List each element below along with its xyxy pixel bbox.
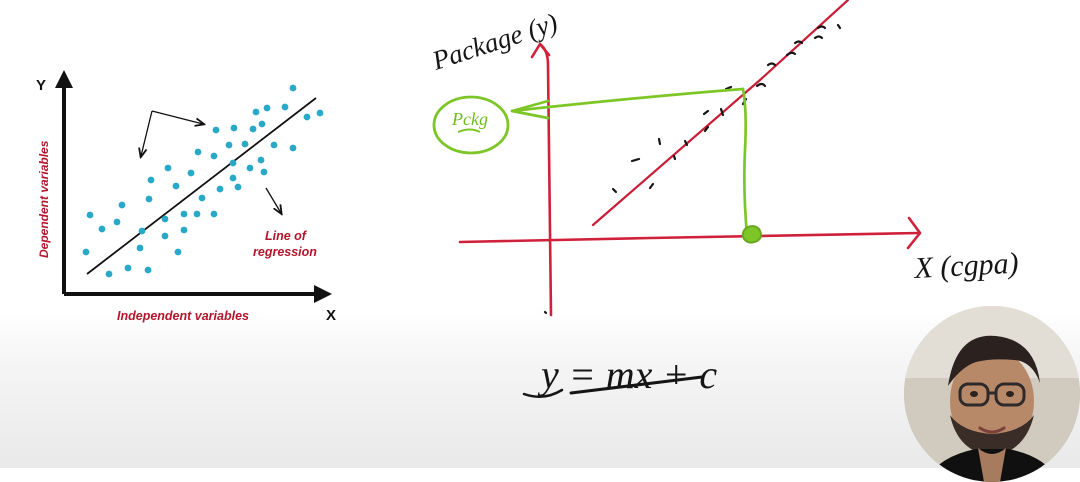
- scatter-point: [246, 164, 254, 172]
- wb-point: [813, 35, 824, 40]
- scatter-point: [187, 169, 195, 177]
- scatter-point: [82, 248, 90, 256]
- scatter-point: [230, 124, 238, 132]
- scatter-point: [161, 232, 169, 240]
- left-x-axis-label: Independent variables: [117, 309, 249, 323]
- left-scatter-points: [82, 84, 324, 278]
- wb-predicted-underline: [457, 128, 481, 133]
- wb-equation: y = mx + c: [537, 352, 717, 397]
- left-y-axis-label: Dependent variables: [37, 140, 51, 258]
- scatter-point: [257, 156, 265, 164]
- scatter-point: [263, 104, 271, 112]
- scatter-point: [216, 185, 224, 193]
- scatter-point: [229, 159, 237, 167]
- wb-point: [672, 154, 677, 161]
- wb-point: [766, 62, 777, 67]
- scatter-point: [145, 195, 153, 203]
- scatter-point: [98, 225, 106, 233]
- left-y-axis-arrowhead: [55, 70, 73, 88]
- scatter-point: [289, 144, 297, 152]
- wb-point: [719, 107, 725, 117]
- presenter-webcam-icon: [904, 306, 1080, 482]
- scatter-point: [249, 125, 257, 133]
- wb-point: [683, 139, 689, 147]
- scatter-point: [212, 126, 220, 134]
- scatter-point: [198, 194, 206, 202]
- left-regression-line: [86, 97, 317, 275]
- left-y-letter: Y: [36, 77, 46, 94]
- wb-x-axis-arrowhead: [906, 216, 922, 250]
- scatter-point: [164, 164, 172, 172]
- scatter-point: [234, 183, 242, 191]
- scatter-point: [180, 226, 188, 234]
- wb-point: [755, 82, 767, 88]
- scatter-point: [194, 148, 202, 156]
- wb-point: [702, 109, 710, 116]
- wb-predicted-circle: [432, 95, 510, 155]
- top-pointer-arrow: [141, 110, 153, 156]
- scatter-point: [258, 120, 266, 128]
- scatter-point: [270, 141, 278, 149]
- scatter-point: [316, 109, 324, 117]
- scatter-point: [174, 248, 182, 256]
- scatter-point: [161, 215, 169, 223]
- wb-point: [836, 23, 842, 30]
- wb-x-axis: [458, 231, 922, 244]
- wb-y-axis: [538, 42, 553, 317]
- scatter-point: [118, 201, 126, 209]
- regression-label-line2: regression: [253, 245, 317, 259]
- wb-equation-left-stroke: [522, 388, 564, 398]
- scatter-point: [144, 266, 152, 274]
- scatter-point: [138, 227, 146, 235]
- wb-x-axis-caption: X (cgpa): [913, 247, 1020, 285]
- wb-equation-underline: [569, 375, 704, 395]
- regression-pointer-arrow: [265, 187, 281, 213]
- scatter-point: [180, 210, 188, 218]
- wb-y-axis-arrowhead: [530, 42, 551, 59]
- wb-point: [785, 51, 797, 57]
- scatter-point: [241, 140, 249, 148]
- scatter-point: [193, 210, 201, 218]
- diagram-canvas: Y X Dependent variables Independent vari…: [36, 0, 1020, 398]
- wb-point: [793, 40, 804, 45]
- wb-point: [703, 125, 710, 133]
- wb-point: [630, 157, 641, 163]
- scatter-point: [136, 244, 144, 252]
- wb-point: [611, 187, 618, 194]
- scatter-point: [86, 211, 94, 219]
- scatter-point: [172, 182, 180, 190]
- left-x-letter: X: [326, 307, 336, 324]
- scatter-point: [303, 113, 311, 121]
- wb-predicted-label: Pckg: [451, 109, 488, 129]
- scatter-point: [289, 84, 297, 92]
- wb-regression-line: [591, 0, 850, 227]
- scatter-point: [210, 210, 218, 218]
- scatter-point: [210, 152, 218, 160]
- scatter-point: [229, 174, 237, 182]
- wb-green-vertical-guide: [741, 87, 749, 237]
- scatter-point: [225, 141, 233, 149]
- wb-point: [657, 137, 662, 146]
- wb-y-axis-caption: Package (y): [428, 7, 562, 76]
- wb-green-x-marker: [741, 225, 763, 244]
- left-x-axis-arrowhead: [314, 285, 332, 303]
- presenter-portrait: [904, 306, 1080, 482]
- wb-point: [816, 25, 827, 30]
- wb-point: [543, 310, 548, 315]
- wb-data-points: [543, 23, 842, 315]
- scatter-point: [281, 103, 289, 111]
- top-pointer-arrow-right: [151, 110, 203, 124]
- scatter-point: [105, 270, 113, 278]
- wb-point: [724, 85, 733, 91]
- scatter-point: [113, 218, 121, 226]
- left-regression-diagram: Y X Dependent variables Independent vari…: [36, 70, 336, 324]
- scatter-point: [252, 108, 260, 116]
- regression-label-line1: Line of: [265, 229, 308, 243]
- scatter-point: [124, 264, 132, 272]
- scatter-point: [147, 176, 155, 184]
- wb-point: [648, 182, 655, 190]
- wb-green-arrowhead: [510, 99, 550, 120]
- wb-green-horizontal-guide: [510, 87, 745, 113]
- scatter-point: [260, 168, 268, 176]
